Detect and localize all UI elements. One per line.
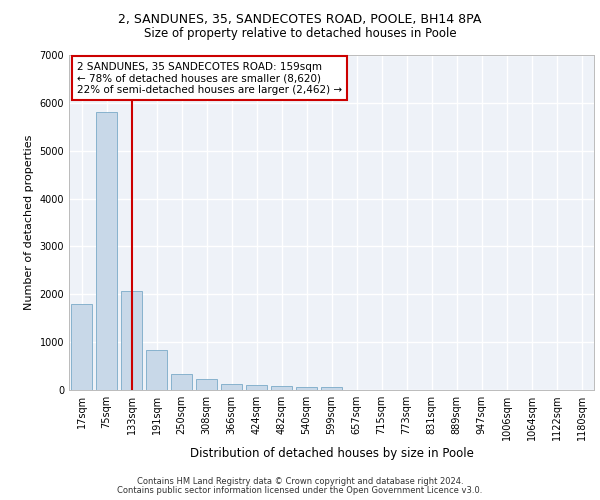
Bar — [271, 386, 292, 390]
Bar — [221, 384, 242, 390]
Bar — [96, 112, 117, 390]
Bar — [71, 304, 92, 390]
Text: Contains HM Land Registry data © Crown copyright and database right 2024.: Contains HM Land Registry data © Crown c… — [137, 477, 463, 486]
Bar — [321, 387, 342, 390]
Text: Size of property relative to detached houses in Poole: Size of property relative to detached ho… — [143, 28, 457, 40]
Text: 2 SANDUNES, 35 SANDECOTES ROAD: 159sqm
← 78% of detached houses are smaller (8,6: 2 SANDUNES, 35 SANDECOTES ROAD: 159sqm ←… — [77, 62, 342, 95]
Bar — [246, 384, 267, 390]
Bar — [171, 374, 192, 390]
Bar — [121, 292, 142, 390]
Bar — [296, 387, 317, 390]
X-axis label: Distribution of detached houses by size in Poole: Distribution of detached houses by size … — [190, 448, 473, 460]
Text: Contains public sector information licensed under the Open Government Licence v3: Contains public sector information licen… — [118, 486, 482, 495]
Text: 2, SANDUNES, 35, SANDECOTES ROAD, POOLE, BH14 8PA: 2, SANDUNES, 35, SANDECOTES ROAD, POOLE,… — [118, 12, 482, 26]
Y-axis label: Number of detached properties: Number of detached properties — [24, 135, 34, 310]
Bar — [196, 379, 217, 390]
Bar — [146, 350, 167, 390]
